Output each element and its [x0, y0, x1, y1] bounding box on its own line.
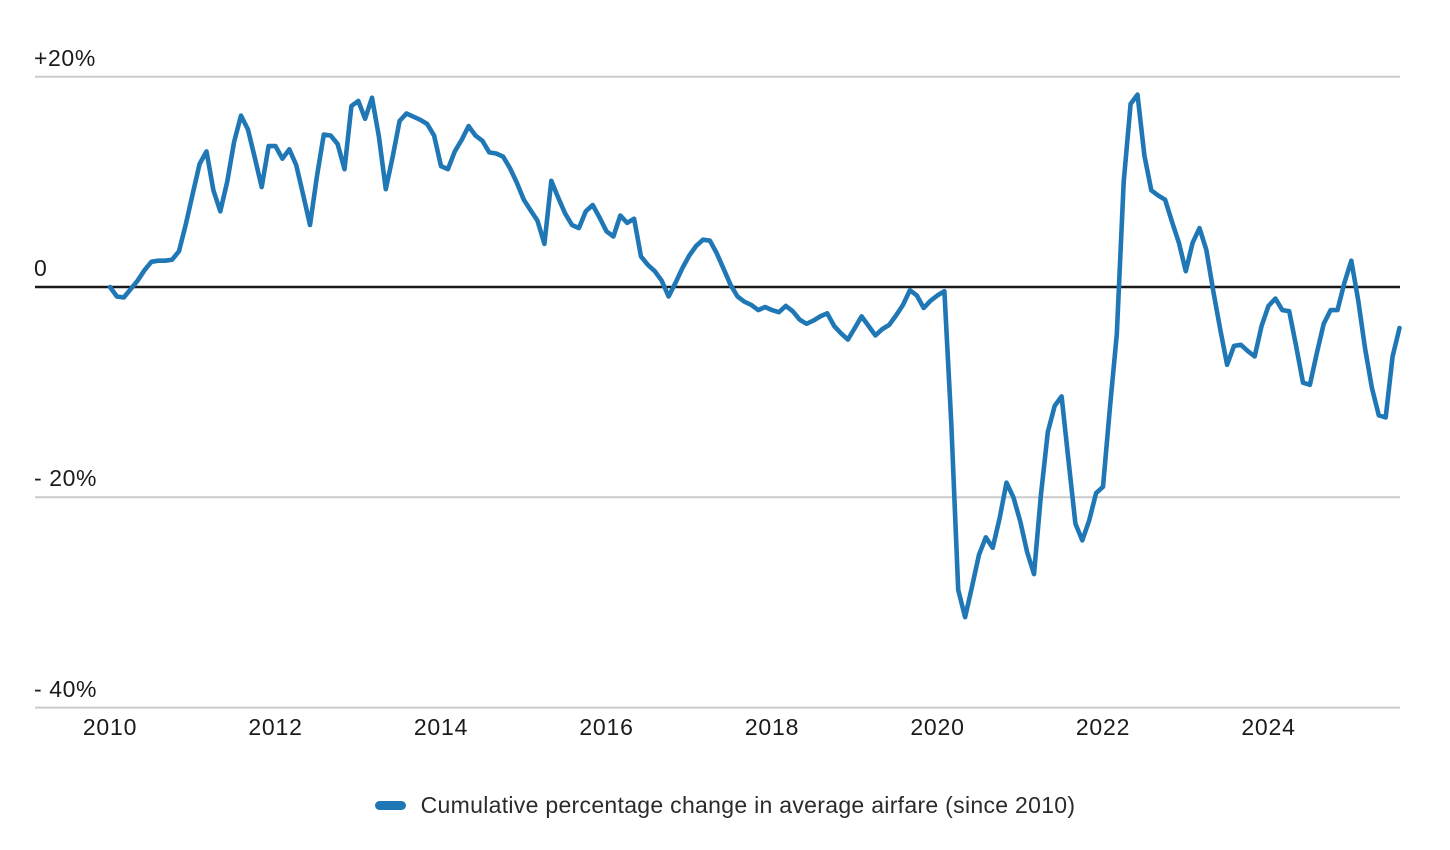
y-axis-tick-label: - 40%	[34, 675, 98, 702]
x-axis-tick-label: 2024	[1241, 714, 1296, 740]
x-axis-tick-label: 2022	[1075, 714, 1131, 740]
x-axis-tick-label: 2018	[744, 714, 800, 740]
y-axis-tick-label: +20%	[34, 44, 96, 71]
legend-line-swatch	[374, 801, 406, 810]
y-axis-tick-label: 0	[34, 255, 48, 281]
legend: Cumulative percentage change in average …	[0, 792, 1450, 819]
x-axis-tick-label: 2010	[82, 714, 138, 740]
x-axis-tick-label: 2012	[248, 714, 303, 740]
x-axis-tick-label: 2020	[910, 714, 965, 740]
x-axis-tick-label: 2014	[413, 714, 469, 740]
y-axis-tick-label: - 20%	[34, 465, 98, 492]
x-axis-tick-label: 2016	[579, 714, 634, 740]
airfare-trend-line	[107, 92, 1402, 620]
legend-label: Cumulative percentage change in average …	[420, 792, 1076, 818]
